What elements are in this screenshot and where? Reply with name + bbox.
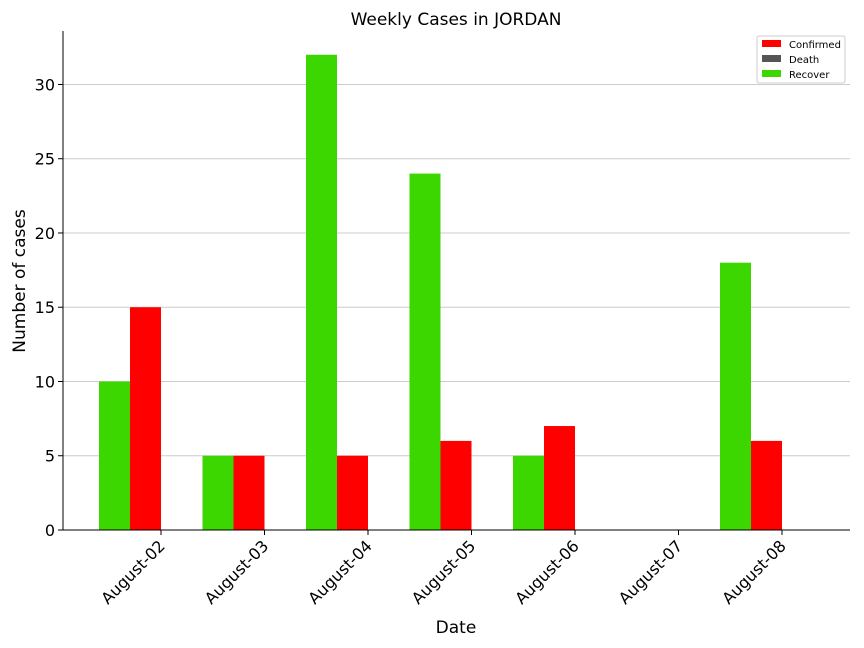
chart-title: Weekly Cases in JORDAN xyxy=(351,10,562,30)
bar-confirmed-august-04 xyxy=(337,455,368,530)
grid-lines xyxy=(63,83,850,457)
y-tick-label: 25 xyxy=(35,150,55,169)
y-tick-label: 10 xyxy=(35,372,55,391)
axes xyxy=(62,31,850,531)
bar-recover-august-08 xyxy=(720,262,751,530)
x-tick-label: August-08 xyxy=(718,536,790,608)
x-tick-label: August-06 xyxy=(511,536,583,608)
x-tick-label: August-04 xyxy=(304,536,376,608)
y-tick-label: 15 xyxy=(35,298,55,317)
x-tick-label: August-07 xyxy=(615,536,687,608)
legend-label-confirmed: Confirmed xyxy=(789,40,841,51)
y-ticks: 0 5 10 15 20 25 30 xyxy=(35,75,63,540)
x-tick-label: August-03 xyxy=(201,536,273,608)
bar-confirmed-august-08 xyxy=(751,440,782,530)
legend-swatch-death xyxy=(762,55,781,62)
bar-recover-august-04 xyxy=(306,54,337,531)
x-ticks: August-02 August-03 August-04 August-05 Augu… xyxy=(97,530,790,608)
y-axis-title: Number of cases xyxy=(10,209,30,353)
y-tick-label: 0 xyxy=(45,521,55,540)
x-tick-label: August-02 xyxy=(97,536,169,608)
y-tick-label: 20 xyxy=(35,224,55,243)
bar-recover-august-03 xyxy=(202,455,234,530)
bar-confirmed-august-05 xyxy=(440,440,472,530)
bar-confirmed-august-03 xyxy=(233,455,265,530)
legend-swatch-recover xyxy=(762,70,781,77)
bars xyxy=(99,54,782,531)
legend-label-death: Death xyxy=(789,55,819,66)
bar-recover-august-06 xyxy=(513,455,544,530)
x-axis-title: Date xyxy=(436,618,477,638)
bar-confirmed-august-02 xyxy=(130,307,161,530)
legend-swatch-confirmed xyxy=(762,40,781,47)
legend-label-recover: Recover xyxy=(789,70,830,81)
y-tick-label: 5 xyxy=(45,447,55,466)
y-tick-label: 30 xyxy=(35,75,55,94)
legend: Confirmed Death Recover xyxy=(756,35,846,84)
x-tick-label: August-05 xyxy=(408,536,480,608)
bar-recover-august-05 xyxy=(409,173,441,531)
bar-recover-august-02 xyxy=(99,381,130,530)
bar-confirmed-august-06 xyxy=(544,426,575,530)
